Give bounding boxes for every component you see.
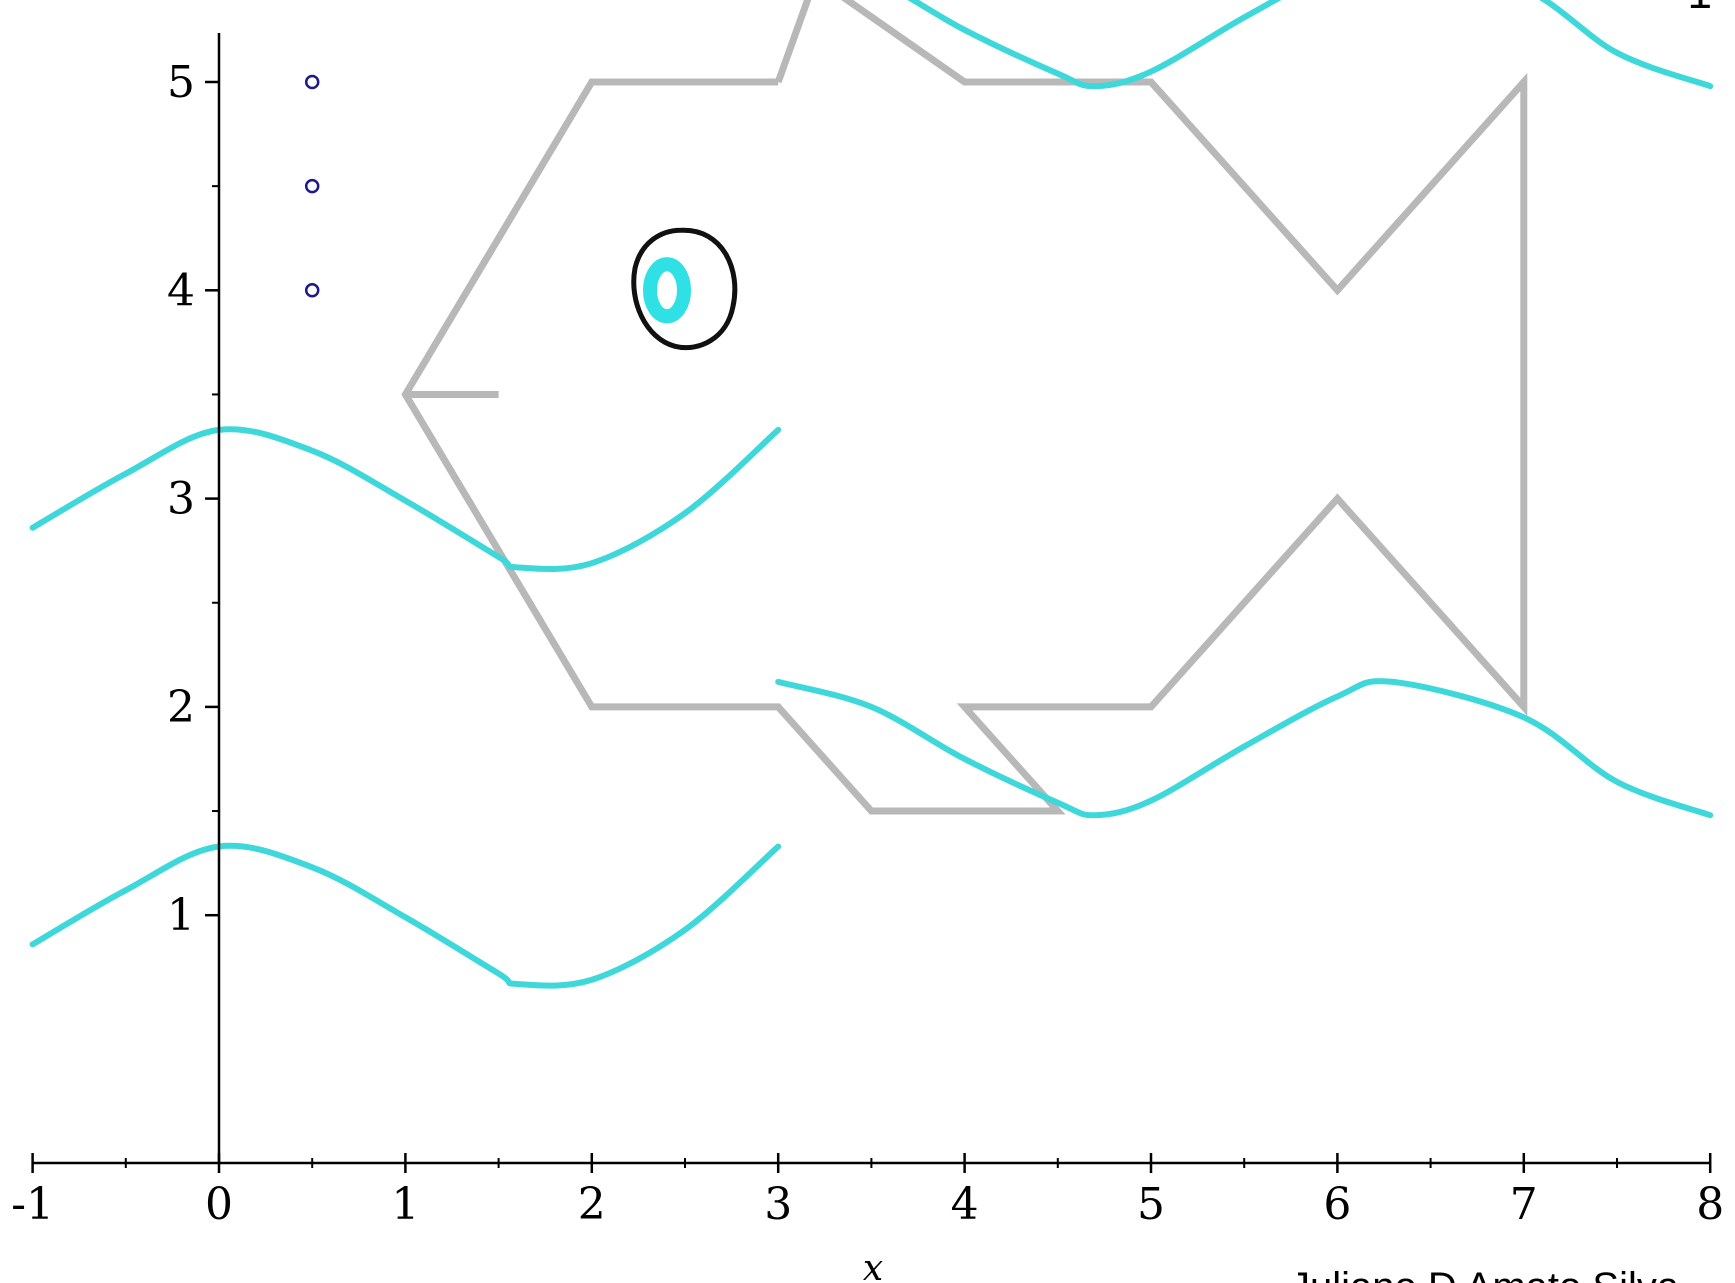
- series-layer: [29, 0, 1714, 989]
- axes-layer: [31, 33, 1712, 1173]
- x-axis-title: x: [863, 1248, 883, 1283]
- x-tick-label: 2: [578, 1179, 606, 1230]
- bubble-point: [304, 178, 320, 194]
- page-number: 1: [1688, 0, 1712, 18]
- x-tick-label: 3: [764, 1179, 792, 1230]
- y-tick-label: 5: [167, 57, 195, 108]
- labels-layer: -1012345678123456: [11, 57, 1724, 1230]
- wave-line: [907, 0, 1714, 90]
- wave-line: [29, 842, 782, 989]
- bubble-point: [304, 74, 320, 90]
- y-tick-label: 2: [167, 682, 195, 733]
- fish-outline: [401, 0, 1528, 815]
- wave-line: [29, 426, 782, 573]
- x-tick-label: 1: [391, 1179, 419, 1230]
- x-tick-label: 5: [1137, 1179, 1165, 1230]
- author-credit: Juliano D Amato Silva: [1290, 1265, 1680, 1283]
- y-tick-label: 1: [167, 890, 195, 941]
- fish-eye-pupil: [643, 257, 691, 324]
- fish-eye-outer: [631, 227, 738, 351]
- y-tick-label: 4: [167, 265, 195, 316]
- x-tick-label: 6: [1323, 1179, 1351, 1230]
- x-tick-label: 0: [205, 1179, 233, 1230]
- wave-line: [775, 678, 1714, 819]
- y-tick-label: 3: [167, 474, 195, 525]
- bubble-point: [304, 283, 320, 298]
- x-tick-label: 8: [1696, 1179, 1724, 1230]
- x-tick-label: 7: [1510, 1179, 1538, 1230]
- x-tick-label: -1: [11, 1179, 54, 1230]
- x-tick-label: 4: [951, 1179, 979, 1230]
